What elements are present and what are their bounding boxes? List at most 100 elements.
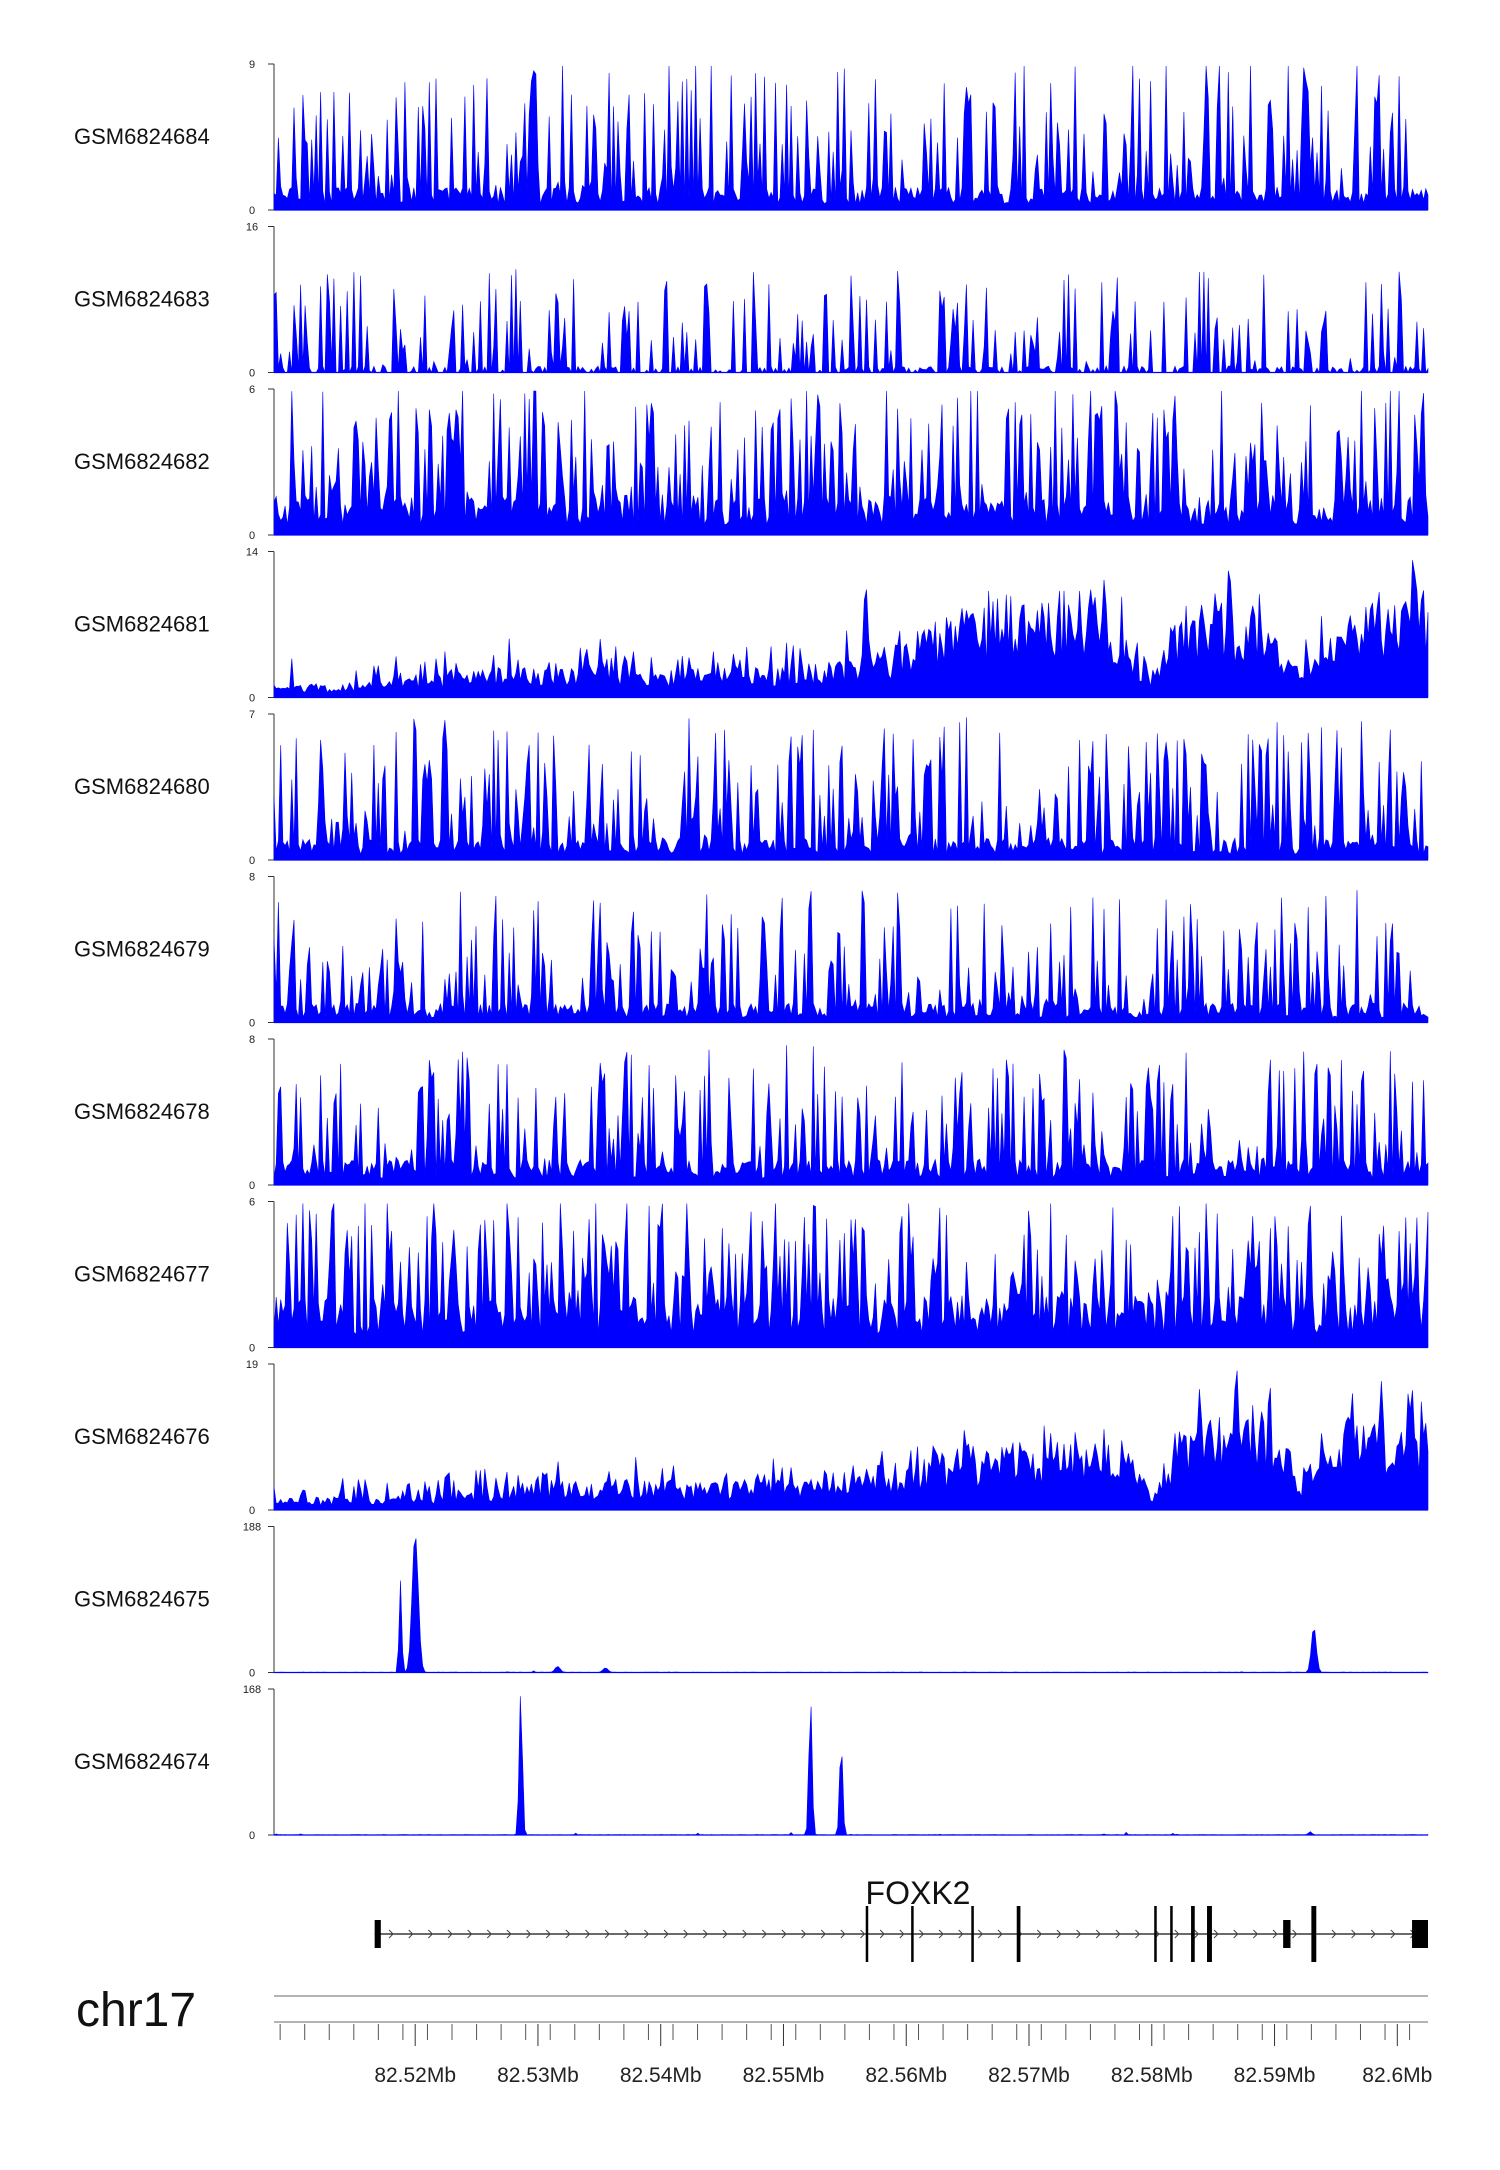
exon-5 [1016, 1906, 1021, 1962]
strand-arrow [467, 1929, 473, 1939]
strand-arrow [742, 1929, 748, 1939]
strand-arrow [801, 1929, 807, 1939]
track-label: GSM6824675 [74, 1587, 210, 1612]
y-tick-label-min: 0 [249, 1018, 255, 1030]
strand-arrow [428, 1929, 434, 1939]
strand-arrow [919, 1929, 925, 1939]
strand-arrow [1331, 1929, 1337, 1939]
strand-arrow [1174, 1929, 1180, 1939]
strand-arrow [624, 1929, 630, 1939]
signal-area-GSM6824676 [273, 1370, 1429, 1511]
signal-area-GSM6824683 [273, 269, 1429, 374]
signal-area-GSM6824682 [273, 390, 1429, 536]
y-tick-label-min: 0 [249, 1505, 255, 1517]
exon-12 [1412, 1920, 1428, 1948]
axis-tick-label: 82.57Mb [988, 2064, 1070, 2087]
y-tick-label-max: 9 [249, 59, 255, 71]
strand-arrow [526, 1929, 532, 1939]
track-GSM6824675: GSM6824675 188 0 [74, 1522, 1429, 1680]
strand-arrow [761, 1929, 767, 1939]
y-tick-label-max: 188 [243, 1522, 261, 1534]
strand-arrow [1351, 1929, 1357, 1939]
exon-10 [1283, 1920, 1291, 1948]
y-tick-label-max: 6 [249, 384, 255, 396]
exon-9 [1207, 1906, 1212, 1962]
axis-tick-label: 82.52Mb [374, 2064, 456, 2087]
strand-arrow [1292, 1929, 1298, 1939]
signal-area-GSM6824678 [273, 1045, 1429, 1186]
signal-area-GSM6824680 [273, 717, 1429, 861]
y-tick-label-max: 7 [249, 709, 255, 721]
strand-arrow [683, 1929, 689, 1939]
track-GSM6824684: GSM6824684 9 0 [74, 59, 1429, 217]
y-tick-label-max: 14 [246, 547, 258, 559]
strand-arrow [1056, 1929, 1062, 1939]
track-label: GSM6824678 [74, 1099, 210, 1124]
signal-area-GSM6824675 [273, 1538, 1429, 1673]
strand-arrow [1253, 1929, 1259, 1939]
chromosome-label: chr17 [76, 1984, 196, 2037]
track-label: GSM6824681 [74, 612, 210, 637]
axis-tick-label: 82.59Mb [1234, 2064, 1316, 2087]
track-label: GSM6824674 [74, 1749, 210, 1774]
track-GSM6824682: GSM6824682 6 0 [74, 384, 1429, 542]
strand-arrow [604, 1929, 610, 1939]
axis-tick-label: 82.56Mb [865, 2064, 947, 2087]
y-tick-label-max: 19 [246, 1359, 258, 1371]
exon-6 [1154, 1906, 1157, 1962]
y-tick-label-min: 0 [249, 1830, 255, 1842]
y-tick-label-max: 168 [243, 1684, 261, 1696]
strand-arrow [860, 1929, 866, 1939]
exon-8 [1191, 1906, 1195, 1962]
track-GSM6824677: GSM6824677 6 0 [74, 1197, 1429, 1355]
y-tick-label-min: 0 [249, 693, 255, 705]
strand-arrow [644, 1929, 650, 1939]
strand-arrow [978, 1929, 984, 1939]
strand-arrow [1076, 1929, 1082, 1939]
exon-7 [1170, 1906, 1173, 1962]
y-tick-label-max: 16 [246, 222, 258, 234]
track-label: GSM6824683 [74, 287, 210, 312]
strand-arrow [408, 1929, 414, 1939]
strand-arrow [938, 1929, 944, 1939]
gene-name-label: FOXK2 [866, 1875, 971, 1911]
strand-arrow [565, 1929, 571, 1939]
strand-arrow [1194, 1929, 1200, 1939]
track-label: GSM6824676 [74, 1424, 210, 1449]
strand-arrow [899, 1929, 905, 1939]
track-label: GSM6824677 [74, 1262, 210, 1287]
exon-11 [1311, 1906, 1317, 1962]
strand-arrow [820, 1929, 826, 1939]
y-tick-label-max: 6 [249, 1197, 255, 1209]
track-GSM6824679: GSM6824679 8 0 [74, 872, 1429, 1030]
y-tick-label-min: 0 [249, 368, 255, 380]
track-GSM6824683: GSM6824683 16 0 [74, 222, 1429, 380]
strand-arrow [1095, 1929, 1101, 1939]
signal-area-GSM6824679 [273, 890, 1429, 1023]
strand-arrow [958, 1929, 964, 1939]
y-tick-label-min: 0 [249, 1343, 255, 1355]
strand-arrow [545, 1929, 551, 1939]
strand-arrow [1115, 1929, 1121, 1939]
genome-axis-track: chr17 82.52Mb 82.53Mb 82.54Mb 82.55Mb 82.56M… [76, 1984, 1432, 2087]
exon-1 [374, 1920, 381, 1948]
signal-area-GSM6824684 [273, 65, 1429, 211]
signal-area-GSM6824677 [273, 1203, 1429, 1348]
y-tick-label-min: 0 [249, 1668, 255, 1680]
track-label: GSM6824682 [74, 449, 210, 474]
y-tick-label-min: 0 [249, 205, 255, 217]
strand-arrow [1036, 1929, 1042, 1939]
strand-arrow [703, 1929, 709, 1939]
strand-arrow [1213, 1929, 1219, 1939]
track-GSM6824676: GSM6824676 19 0 [74, 1359, 1429, 1517]
strand-arrow [506, 1929, 512, 1939]
y-tick-label-max: 8 [249, 872, 255, 884]
track-GSM6824680: GSM6824680 7 0 [74, 709, 1429, 867]
y-tick-label-min: 0 [249, 1180, 255, 1192]
strand-arrow [663, 1929, 669, 1939]
signal-area-GSM6824681 [273, 560, 1429, 698]
track-GSM6824681: GSM6824681 14 0 [74, 547, 1429, 705]
track-label: GSM6824679 [74, 937, 210, 962]
track-GSM6824674: GSM6824674 168 0 [74, 1684, 1429, 1842]
y-tick-label-min: 0 [249, 855, 255, 867]
